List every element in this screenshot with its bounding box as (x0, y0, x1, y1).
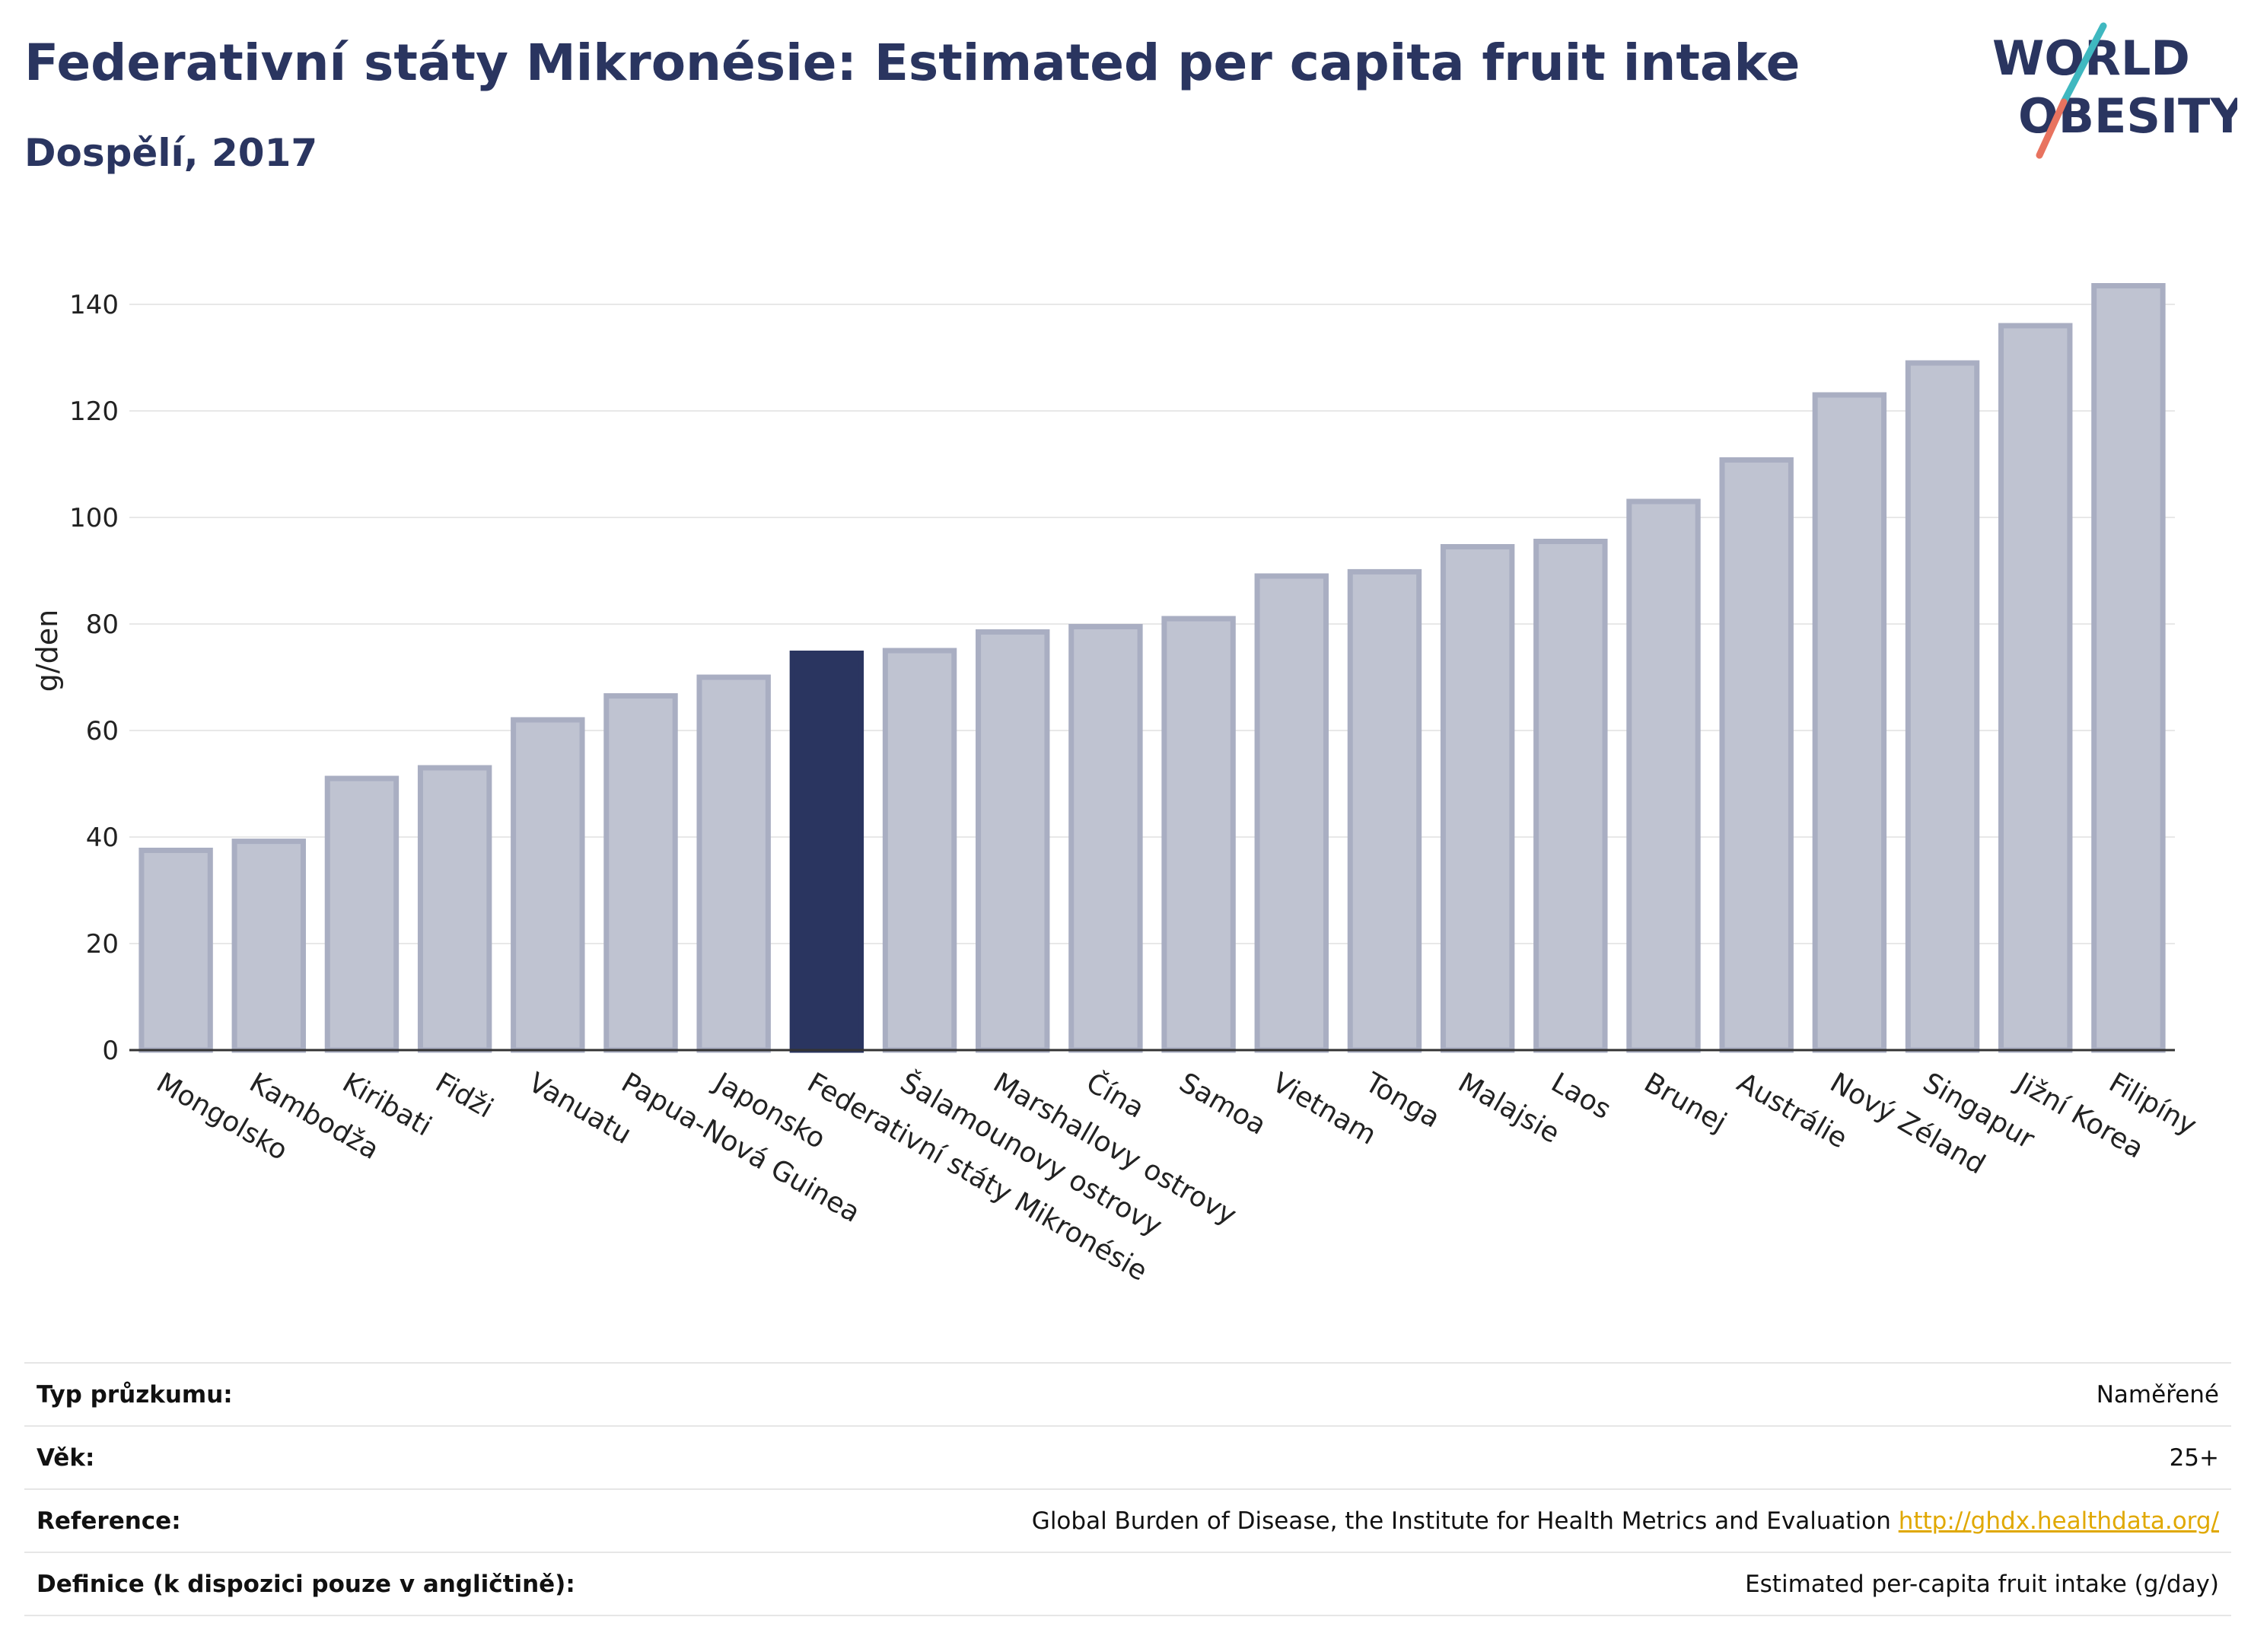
x-category-label: Čína (1081, 1066, 1149, 1124)
bar (324, 775, 400, 1053)
y-axis-title: g/den (30, 610, 64, 692)
x-category-label: Laos (1546, 1067, 1616, 1125)
bars (138, 283, 2166, 1053)
logo-line-1: WORLD (1992, 30, 2190, 86)
bar (1533, 539, 1608, 1053)
logo-slash-teal (2060, 22, 2107, 106)
meta-row-survey-type: Typ průzkumu: Naměřené (24, 1363, 2231, 1426)
world-obesity-logo: WORLD OBESITY (1992, 22, 2237, 159)
y-tick-label: 140 (69, 290, 119, 320)
bar (603, 693, 678, 1053)
bar (1161, 616, 1236, 1053)
y-tick-label: 0 (102, 1036, 119, 1066)
chart-title: Federativní státy Mikronésie: Estimated … (24, 33, 1800, 92)
meta-value-with-link: Global Burden of Disease, the Institute … (724, 1489, 2231, 1552)
bar (2091, 283, 2166, 1053)
bar (1998, 323, 2073, 1053)
x-category-label: Fidži (430, 1067, 498, 1124)
logo-slash-coral (2036, 98, 2068, 159)
meta-label: Reference: (37, 1507, 181, 1535)
bar (417, 765, 492, 1053)
bar (1812, 392, 1887, 1053)
bar (1254, 573, 1329, 1053)
x-category-label: Vanuatu (523, 1067, 636, 1151)
x-category-label: Nový Zéland (1825, 1067, 1991, 1180)
metadata-table: Typ průzkumu: Naměřené Věk: 25+ Referenc… (24, 1362, 2231, 1616)
meta-value: 25+ (2169, 1444, 2219, 1472)
meta-label: Věk: (37, 1444, 95, 1472)
meta-label: Definice (k dispozici pouze v angličtině… (37, 1570, 575, 1598)
bar (511, 717, 585, 1053)
x-category-label: Samoa (1174, 1067, 1272, 1141)
reference-link[interactable]: http://ghdx.healthdata.org/ (1898, 1507, 2219, 1535)
bar (1347, 568, 1422, 1053)
chart-subtitle: Dospělí, 2017 (24, 131, 318, 175)
bar (138, 848, 213, 1053)
bar (1440, 544, 1515, 1053)
bar (976, 629, 1050, 1053)
meta-row-definition: Definice (k dispozici pouze v angličtině… (24, 1552, 2231, 1615)
x-category-label: Brunej (1639, 1067, 1732, 1138)
y-tick-label: 120 (69, 396, 119, 427)
x-category-label: Malajsie (1453, 1067, 1565, 1150)
bar (1719, 457, 1794, 1053)
y-axis-ticks: 0 20 40 60 80 100 120 140 (69, 290, 119, 1066)
bar (1068, 624, 1143, 1053)
y-tick-label: 100 (69, 503, 119, 533)
y-tick-label: 20 (86, 929, 119, 960)
meta-value: Naměřené (2096, 1380, 2219, 1408)
bar (1626, 498, 1701, 1053)
y-tick-label: 80 (86, 610, 119, 640)
reference-text: Global Burden of Disease, the Institute … (1031, 1507, 1891, 1535)
y-tick-label: 60 (86, 716, 119, 746)
bar (231, 839, 306, 1053)
bar (882, 648, 957, 1053)
x-category-label: Vietnam (1267, 1067, 1381, 1151)
meta-row-age: Věk: 25+ (24, 1426, 2231, 1489)
meta-row-reference: Reference: Global Burden of Disease, the… (24, 1489, 2231, 1552)
meta-value: Estimated per-capita fruit intake (g/day… (1745, 1570, 2219, 1598)
bar (696, 674, 771, 1053)
y-tick-label: 40 (86, 823, 119, 853)
bar-highlighted (789, 651, 864, 1053)
meta-label: Typ průzkumu: (37, 1380, 233, 1408)
bar (1905, 360, 1980, 1053)
